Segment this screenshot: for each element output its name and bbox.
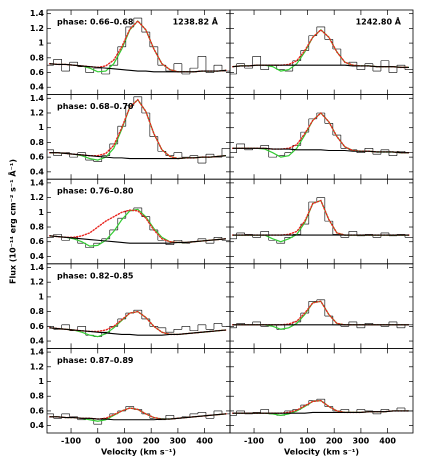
panel-plot	[47, 406, 230, 425]
y-tick-label: 0.4	[30, 252, 45, 261]
y-tick-label: 0.6	[30, 322, 45, 331]
x-tick-label: 200	[143, 437, 160, 446]
y-tick-label: 1	[38, 123, 44, 132]
x-tick-label: 300	[170, 437, 187, 446]
model-dotted	[231, 111, 410, 154]
y-tick-label: 0.4	[30, 421, 45, 430]
model-line	[49, 20, 227, 73]
model-line	[49, 327, 227, 336]
y-tick-label: 0.8	[30, 307, 45, 316]
wavelength-label: 1238.82 Å	[173, 17, 219, 27]
panel-frame	[229, 347, 414, 434]
phase-label: phase: 0.76–0.80	[57, 187, 134, 196]
x-tick-label: 100	[299, 437, 316, 446]
x-tick-label: 0	[278, 437, 284, 446]
phase-label: phase: 0.87–0.89	[57, 356, 134, 365]
y-tick-label: 1.4	[30, 94, 45, 103]
panel-frame	[229, 178, 414, 265]
x-tick-label: 0	[95, 437, 101, 446]
model-dotted	[48, 20, 227, 73]
y-tick-label: 1	[38, 208, 44, 217]
y-tick-label: 1	[38, 39, 44, 48]
model-line	[232, 410, 409, 414]
y-tick-label: 1.2	[30, 278, 44, 287]
model-line	[49, 413, 227, 421]
x-tick-label: 400	[196, 437, 213, 446]
y-tick-label: 1.2	[30, 24, 44, 33]
y-tick-label: 0.8	[30, 138, 45, 147]
panel-plot	[230, 26, 413, 75]
y-tick-label: 0.4	[30, 337, 45, 346]
panel-plot	[47, 17, 230, 75]
model-line	[232, 64, 409, 68]
y-tick-label: 0.8	[30, 392, 45, 401]
y-tick-label: 0.8	[30, 223, 45, 232]
y-tick-label: 0.6	[30, 237, 45, 246]
y-tick-label: 1.2	[30, 362, 44, 371]
y-axis-label: Flux (10⁻¹⁴ erg cm⁻² s⁻¹ Å⁻¹)	[8, 159, 18, 284]
panel-frame	[229, 263, 414, 349]
model-line	[232, 112, 409, 158]
x-tick-label: 300	[353, 437, 370, 446]
model-line	[49, 235, 227, 244]
y-tick-label: 1.4	[30, 263, 45, 272]
phase-label: phase: 0.68–0.70	[57, 102, 134, 111]
y-tick-label: 1.4	[30, 178, 45, 187]
model-dotted	[231, 28, 410, 69]
phase-label: phase: 0.82–0.85	[57, 271, 134, 280]
y-tick-label: 1.4	[30, 9, 45, 18]
x-tick-label: -100	[244, 437, 264, 446]
panel-plot	[47, 207, 230, 248]
y-tick-label: 0.4	[30, 83, 45, 92]
x-tick-label: 200	[326, 437, 343, 446]
y-tick-label: 0.8	[30, 53, 45, 62]
y-tick-label: 1.2	[30, 193, 44, 202]
panel-plot	[230, 398, 413, 416]
x-axis-label: Velocity (km s⁻¹)	[284, 448, 359, 457]
model-dotted	[231, 199, 410, 236]
wavelength-label: 1242.80 Å	[356, 17, 402, 27]
x-tick-label: -100	[61, 437, 81, 446]
panel-frame	[229, 94, 414, 180]
panel-plot	[47, 96, 230, 164]
x-axis-label: Velocity (km s⁻¹)	[101, 448, 176, 457]
y-tick-label: 0.6	[30, 406, 45, 415]
y-tick-label: 1.4	[30, 348, 45, 357]
panel-plot	[230, 111, 413, 158]
phase-label: phase: 0.66–0.68	[57, 18, 134, 27]
panel-plot	[230, 299, 413, 330]
y-tick-label: 0.4	[30, 167, 45, 176]
y-tick-label: 1	[38, 377, 44, 386]
y-tick-label: 0.6	[30, 153, 45, 162]
x-tick-label: 400	[379, 437, 396, 446]
y-tick-label: 1	[38, 292, 44, 301]
model-line	[232, 147, 409, 154]
model-dotted	[231, 300, 410, 326]
panel-plot	[47, 309, 230, 338]
model-line	[49, 63, 227, 73]
y-tick-label: 0.6	[30, 68, 45, 77]
y-tick-label: 1.2	[30, 108, 44, 117]
panel-plot	[230, 197, 413, 244]
x-tick-label: 100	[116, 437, 133, 446]
model-line	[49, 152, 227, 160]
